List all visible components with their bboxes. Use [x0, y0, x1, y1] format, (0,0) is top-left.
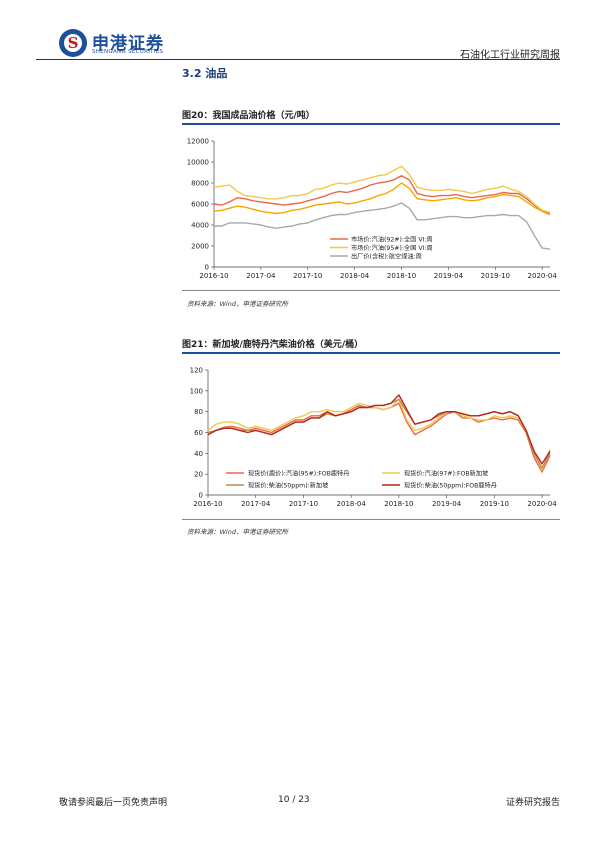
figure-20-title: 图20：我国成品油价格（元/吨）: [182, 111, 315, 121]
legend-label: 出厂价(含税):航空煤油:周: [351, 253, 422, 261]
series-line-4: [214, 202, 551, 250]
series-line-1: [213, 175, 551, 216]
x-tick-label: 2019-04: [432, 500, 462, 508]
x-tick-label: 2020-04: [527, 500, 557, 508]
y-tick-label: 80: [194, 408, 203, 416]
report-type: 石油化工行业研究周报: [460, 50, 560, 61]
y-tick-label: 10000: [187, 159, 209, 167]
brand-name: 申港证券: [92, 34, 164, 54]
figure-21-bottom-rule: [182, 519, 560, 520]
x-tick-label: 2018-04: [337, 500, 367, 508]
legend-label: 现货价:柴油(50ppm):新加坡: [248, 482, 328, 490]
x-tick-label: 2017-10: [289, 500, 318, 508]
series-line-2: [213, 165, 551, 214]
y-tick-label: 100: [190, 387, 203, 395]
x-tick-label: 2017-10: [293, 272, 322, 280]
figure-20-source: 资料来源：Wind，申港证券研究所: [187, 300, 288, 308]
figure-20-bottom-rule: [182, 290, 560, 291]
x-tick-label: 2016-10: [193, 500, 222, 508]
y-tick-label: 12000: [187, 138, 209, 146]
y-tick-label: 60: [194, 429, 203, 437]
figure-21-source: 资料来源：Wind，申港证券研究所: [187, 528, 288, 536]
page-number: 10 / 23: [278, 795, 310, 805]
x-tick-label: 2016-10: [199, 272, 228, 280]
y-tick-label: 4000: [191, 222, 209, 230]
x-tick-label: 2018-10: [384, 500, 413, 508]
y-tick-label: 8000: [191, 180, 209, 188]
y-tick-label: 20: [194, 471, 203, 479]
figure-21-top-rule: [182, 352, 560, 354]
footer-report-label: 证券研究报告: [505, 798, 560, 808]
x-tick-label: 2019-04: [434, 272, 464, 280]
series-line-3: [213, 182, 551, 215]
series-line-4: [207, 394, 551, 465]
x-tick-label: 2018-04: [340, 272, 370, 280]
legend-label: 现货价:汽油(97#):FOB新加坡: [404, 470, 488, 478]
x-tick-label: 2017-04: [241, 500, 271, 508]
series-line-3: [207, 398, 551, 469]
x-tick-label: 2020-04: [528, 272, 558, 280]
y-tick-label: 2000: [191, 243, 209, 251]
header-divider: [36, 59, 560, 60]
figure-20-top-rule: [182, 123, 560, 125]
legend-label: 现货价:柴油(50ppm):FOB鹿特丹: [404, 482, 497, 490]
y-tick-label: 40: [194, 450, 203, 458]
footer-disclaimer: 敬请参阅最后一页免责声明: [59, 798, 168, 808]
section-title: 3.2 油品: [182, 67, 228, 80]
figure-21-title: 图21：新加坡/鹿特丹汽柴油价格（美元/桶）: [182, 340, 364, 350]
legend-label: 市场价:汽油(95#):全国 VI:周: [351, 244, 433, 252]
logo-inner: [64, 34, 82, 52]
chart-fuel-price-china: 0 2000 4000 6000 8000 10000 12000 2016-10 2017-0…: [187, 138, 558, 281]
logo-icon: S: [67, 34, 79, 52]
chart-fuel-price-singapore-rotterdam: 0 20 40 60 80 100 120 2016-10 2017-04 2017-10 2018…: [190, 367, 558, 509]
series-line-2: [207, 398, 551, 471]
legend-label: 市场价:汽油(92#):全国 VI:周: [351, 236, 433, 244]
brand-name-en: SHENGANG SECURITIES: [92, 49, 164, 55]
y-tick-label: 120: [190, 367, 203, 375]
series-line-1: [207, 402, 551, 473]
x-tick-label: 2019-10: [481, 272, 510, 280]
legend-label: 现货价(鹿价):汽油(95#):FOB鹿特丹: [248, 470, 349, 478]
y-tick-label: 0: [199, 492, 203, 500]
x-tick-label: 2019-10: [480, 500, 509, 508]
y-tick-label: 6000: [191, 201, 209, 209]
y-tick-label: 0: [205, 264, 209, 272]
x-tick-label: 2017-04: [246, 272, 276, 280]
x-tick-label: 2018-10: [387, 272, 416, 280]
